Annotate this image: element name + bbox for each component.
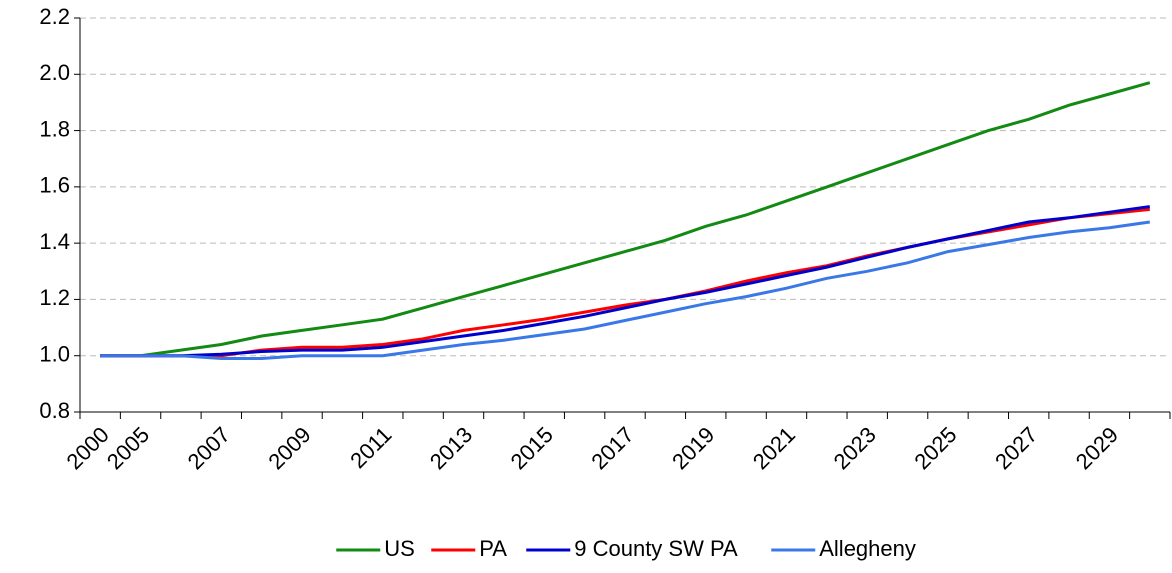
legend-label: US	[384, 536, 415, 561]
line	[100, 205, 1151, 358]
line	[100, 220, 1151, 360]
y-tick-label: 2.2	[39, 4, 70, 29]
line	[100, 81, 1151, 358]
y-tick-label: 1.8	[39, 116, 70, 141]
x-tick-label: 2015	[506, 422, 558, 474]
y-tick-label: 2.0	[39, 60, 70, 85]
x-tick-label: 2011	[345, 422, 396, 473]
legend-label: 9 County SW PA	[574, 536, 738, 561]
x-tick-label: 2019	[667, 422, 719, 474]
x-tick-label: 2005	[102, 422, 154, 474]
x-tick-label: 2009	[263, 422, 315, 474]
x-tick-label: 2021	[748, 422, 800, 474]
x-tick-label: 2025	[909, 422, 961, 474]
x-tick-label: 2017	[586, 422, 638, 474]
y-tick-label: 1.0	[39, 342, 70, 367]
legend-label: PA	[479, 536, 507, 561]
x-tick-label: 2029	[1071, 422, 1123, 474]
y-tick-label: 1.4	[39, 229, 70, 254]
x-tick-label: 2000	[62, 422, 114, 474]
y-tick-label: 1.2	[39, 285, 70, 310]
y-tick-label: 0.8	[39, 398, 70, 423]
y-tick-label: 1.6	[39, 173, 70, 198]
x-tick-label: 2007	[183, 422, 235, 474]
line	[100, 207, 1150, 358]
legend-label: Allegheny	[819, 536, 916, 561]
x-tick-label: 2027	[990, 422, 1042, 474]
x-tick-label: 2013	[425, 422, 477, 474]
x-tick-label: 2023	[829, 422, 881, 474]
